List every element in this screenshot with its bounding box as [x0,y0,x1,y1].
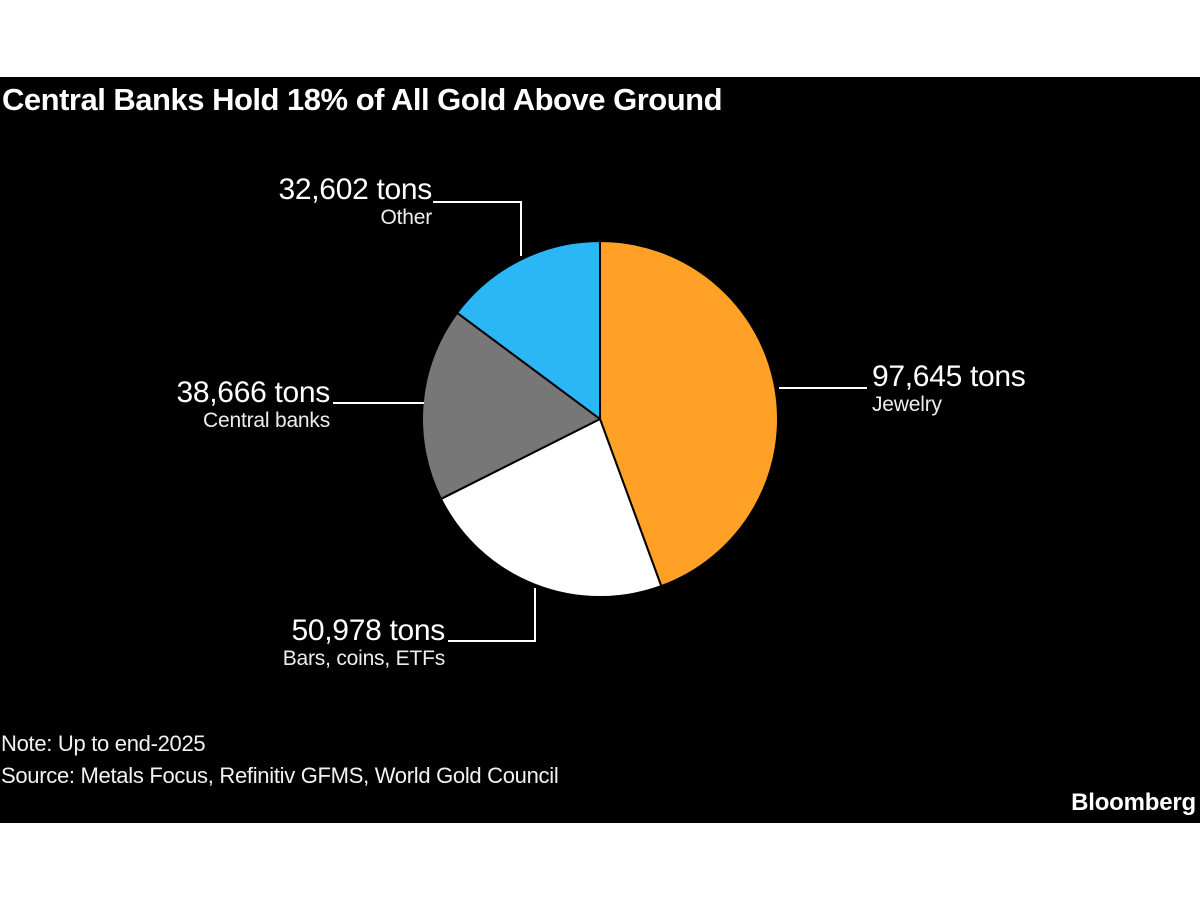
slice-label-central-banks: Central banks [203,409,330,432]
pie-slices-group [421,240,779,598]
slice-value-jewelry: 97,645 tons [872,360,1026,393]
slice-callout-other: 32,602 tons Other [279,174,433,230]
pie-slice-bars-coins-etfs [439,418,663,598]
slice-label-bars-coins-etfs: Bars, coins, ETFs [282,647,446,670]
slice-callout-jewelry: 97,645 tons Jewelry [872,361,1026,417]
chart-title: Central Banks Hold 18% of All Gold Above… [2,82,723,117]
slice-value-other: 32,602 tons [278,173,433,206]
chart-footnotes: Note: Up to end-2025 Source: Metals Focu… [1,728,559,792]
leader-line-other [433,201,522,256]
pie-slice-jewelry [599,240,779,588]
slice-label-jewelry: Jewelry [872,393,942,416]
leader-line-bars-coins-etfs [448,588,536,642]
slice-callout-central-banks: 38,666 tons Central banks [177,377,331,433]
source-text: Source: Metals Focus, Refinitiv GFMS, Wo… [1,763,559,788]
leader-lines-group [333,201,867,642]
slice-value-central-banks: 38,666 tons [176,376,331,409]
pie-slice-other [456,240,601,420]
slice-label-other: Other [380,206,432,229]
slice-callout-bars-coins-etfs: 50,978 tons Bars, coins, ETFs [282,614,446,671]
slice-value-bars-coins-etfs: 50,978 tons [291,614,446,647]
note-text: Note: Up to end-2025 [1,731,206,756]
bloomberg-logo: Bloomberg [1071,789,1196,816]
